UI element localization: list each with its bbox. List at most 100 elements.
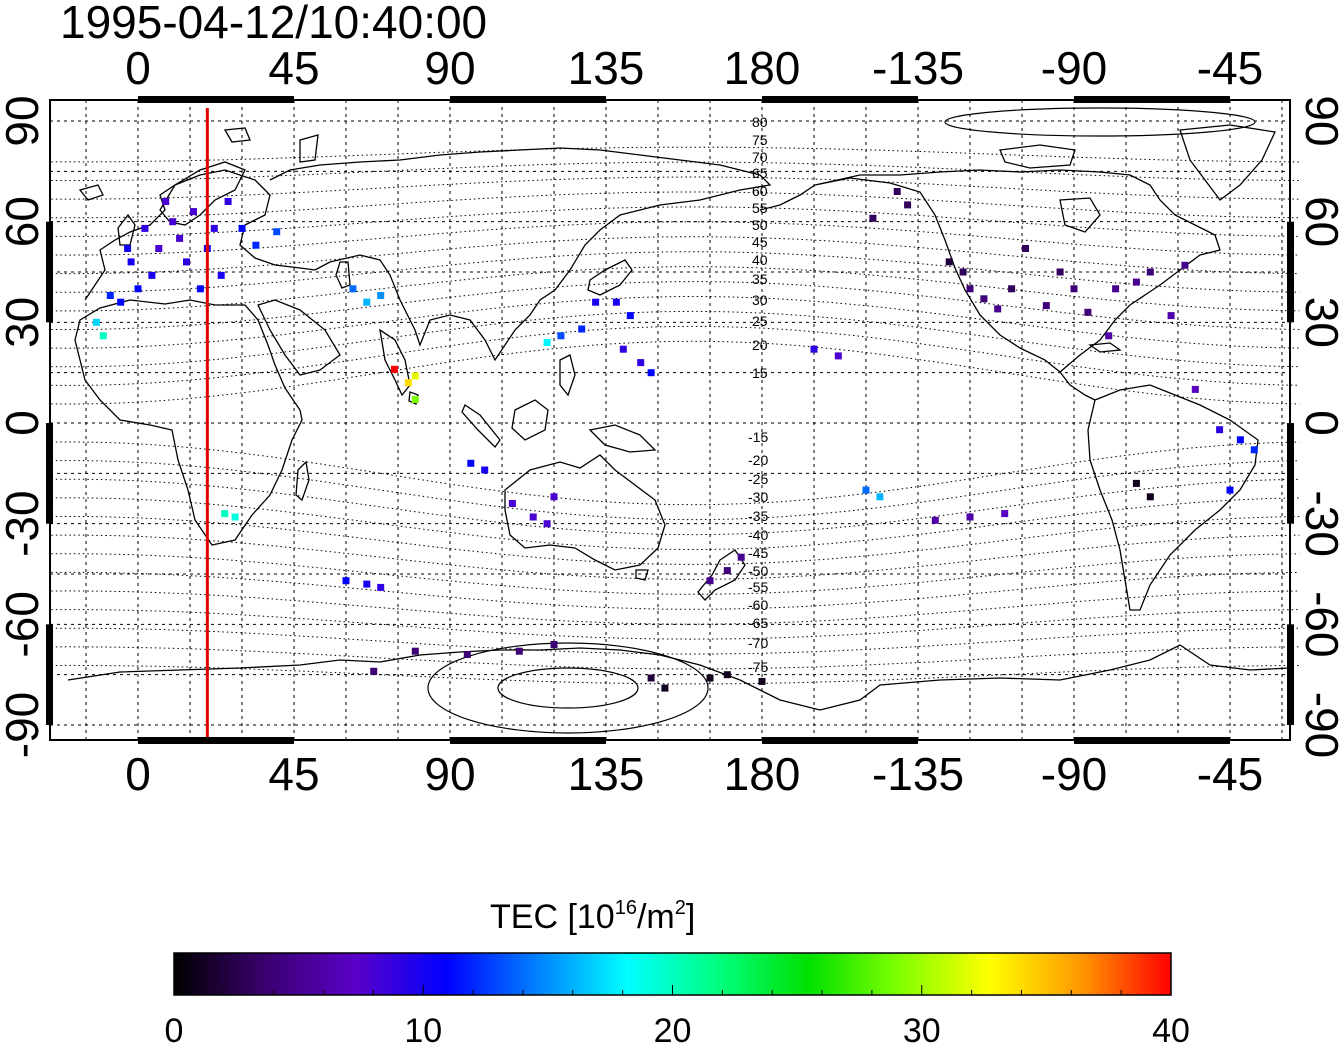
right-lat-label: -90	[1296, 692, 1344, 758]
tec-observation-point	[349, 285, 357, 293]
maglat-contour	[51, 478, 1300, 536]
tec-observation-point	[342, 577, 350, 585]
top-lon-label: -135	[872, 42, 964, 94]
tec-observation-point	[1191, 385, 1199, 393]
tec-observation-point	[391, 365, 398, 373]
frame-bar-bottom	[762, 737, 918, 744]
tec-observation-point	[217, 271, 225, 279]
bottom-lon-label: -135	[872, 748, 964, 800]
tec-observation-point	[148, 271, 156, 279]
tec-observation-point	[467, 459, 475, 467]
colorbar-ticks: 0 10 20 30 40	[165, 985, 1190, 1048]
maglat-label: 30	[752, 292, 768, 308]
coastline-india	[379, 328, 411, 397]
maglat-contour	[51, 161, 1300, 182]
maglat-contour	[51, 266, 1300, 312]
tec-observation-point	[377, 292, 385, 299]
tec-observation-point	[169, 218, 177, 226]
right-lat-label: -30	[1296, 490, 1344, 556]
bottom-lon-label: 45	[268, 748, 319, 800]
right-lat-label: 0	[1296, 410, 1344, 436]
maglat-contour	[51, 146, 1300, 163]
coastline-srilanka	[408, 391, 419, 405]
frame-bar-bottom	[1074, 737, 1230, 744]
tec-observation-point	[904, 201, 912, 209]
tec-observation-point	[176, 234, 184, 242]
coastline-tasmania	[635, 569, 649, 581]
coastline-hudsonbay	[1059, 197, 1101, 233]
maglat-label: 25	[752, 313, 768, 329]
frame-bar-top	[1074, 96, 1230, 103]
maglat-label: -60	[748, 597, 768, 613]
tec-observation-point	[411, 396, 419, 403]
tec-observation-point	[1056, 268, 1064, 276]
maglat-label: 55	[752, 200, 768, 216]
bottom-lon-label: -45	[1197, 748, 1263, 800]
right-latitude-labels: 90 60 30 0 -30 -60 -90	[1296, 95, 1344, 758]
tec-observation-point	[578, 325, 586, 333]
coastline-africa	[74, 299, 303, 546]
coastline-iceland	[78, 184, 104, 201]
tec-observation-point	[370, 667, 378, 675]
top-longitude-labels: 0 45 90 135 180 -135 -90 -45	[125, 42, 1263, 94]
tec-observation-point	[92, 318, 100, 326]
tec-observation-point	[377, 583, 385, 591]
tec-observation-point	[134, 285, 142, 293]
colorbar-tick-label: 40	[1152, 1012, 1190, 1048]
maglat-label: -40	[748, 527, 768, 543]
tec-observation-point	[966, 513, 974, 521]
bottom-lon-label: -90	[1041, 748, 1107, 800]
coastline-madagascar	[295, 460, 310, 502]
frame-bar-top	[762, 96, 918, 103]
maglat-contour	[51, 206, 1300, 237]
bottom-lon-label: 0	[125, 748, 151, 800]
map-border	[49, 99, 1291, 741]
tec-observation-point	[862, 486, 870, 494]
tec-observation-point	[411, 647, 419, 655]
left-lat-label: 60	[0, 196, 48, 247]
tec-observation-point	[155, 245, 163, 252]
top-lon-label: 135	[568, 42, 645, 94]
tec-observation-point	[1146, 268, 1154, 276]
tec-observation-point	[224, 198, 232, 205]
tec-observation-point	[706, 577, 714, 585]
maglat-contour-south-pole	[427, 642, 709, 734]
maglat-label: 50	[752, 217, 768, 233]
tec-observation-point	[190, 208, 197, 216]
colorbar-title: TEC [1016/m2]	[490, 897, 695, 936]
tec-observation-point	[810, 345, 818, 353]
maglat-label: -45	[748, 545, 768, 561]
maglat-contour	[51, 497, 1300, 551]
tec-observation-point	[508, 500, 516, 507]
colorbar-tick-label: 0	[165, 1012, 184, 1048]
maglat-label: 75	[752, 132, 768, 148]
tec-observation-point	[411, 372, 419, 380]
tec-observation-point	[1042, 302, 1050, 310]
maglat-label: 65	[752, 165, 768, 181]
tec-observation-point	[1001, 510, 1009, 518]
frame-bar-bottom	[138, 737, 294, 744]
maglat-contour	[51, 281, 1300, 330]
maglat-contour	[51, 295, 1300, 349]
coastline-cuba	[1088, 342, 1122, 353]
tec-observation-point	[758, 677, 766, 685]
coastline-caspian	[335, 261, 351, 289]
maglat-label: -75	[748, 659, 768, 675]
tec-observation-point	[723, 671, 731, 679]
coastline-novaya-zemlya	[299, 134, 319, 163]
magnetic-latitude-labels: 8075706560555045403530252015-15-20-25-30…	[748, 114, 768, 675]
frame-bar-left	[46, 423, 53, 524]
coastline-centralamerica	[1059, 371, 1096, 401]
map-frame: 8075706560555045403530252015-15-20-25-30…	[46, 96, 1300, 744]
tec-observation-point	[637, 359, 645, 367]
maglat-contour	[51, 646, 1300, 670]
tec-observation-point	[210, 224, 218, 232]
tec-observation-point	[959, 268, 967, 276]
tec-observation-point	[1236, 436, 1244, 444]
maglat-label: 40	[752, 252, 768, 268]
tec-observation-point	[1146, 493, 1154, 501]
tec-observation-point	[1250, 446, 1258, 454]
tec-observation-point	[1084, 308, 1092, 316]
tec-observation-point	[661, 684, 669, 692]
